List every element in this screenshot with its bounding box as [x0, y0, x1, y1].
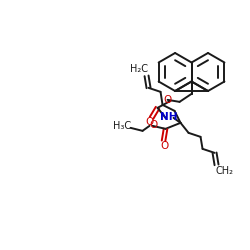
Text: NH: NH [160, 112, 177, 122]
Text: O: O [160, 141, 169, 151]
Text: O: O [164, 95, 172, 105]
Text: H₃C: H₃C [114, 121, 132, 131]
Text: CH₂: CH₂ [216, 166, 234, 176]
Text: O: O [150, 120, 158, 130]
Text: H₂C: H₂C [130, 64, 148, 74]
Text: O: O [146, 117, 154, 127]
